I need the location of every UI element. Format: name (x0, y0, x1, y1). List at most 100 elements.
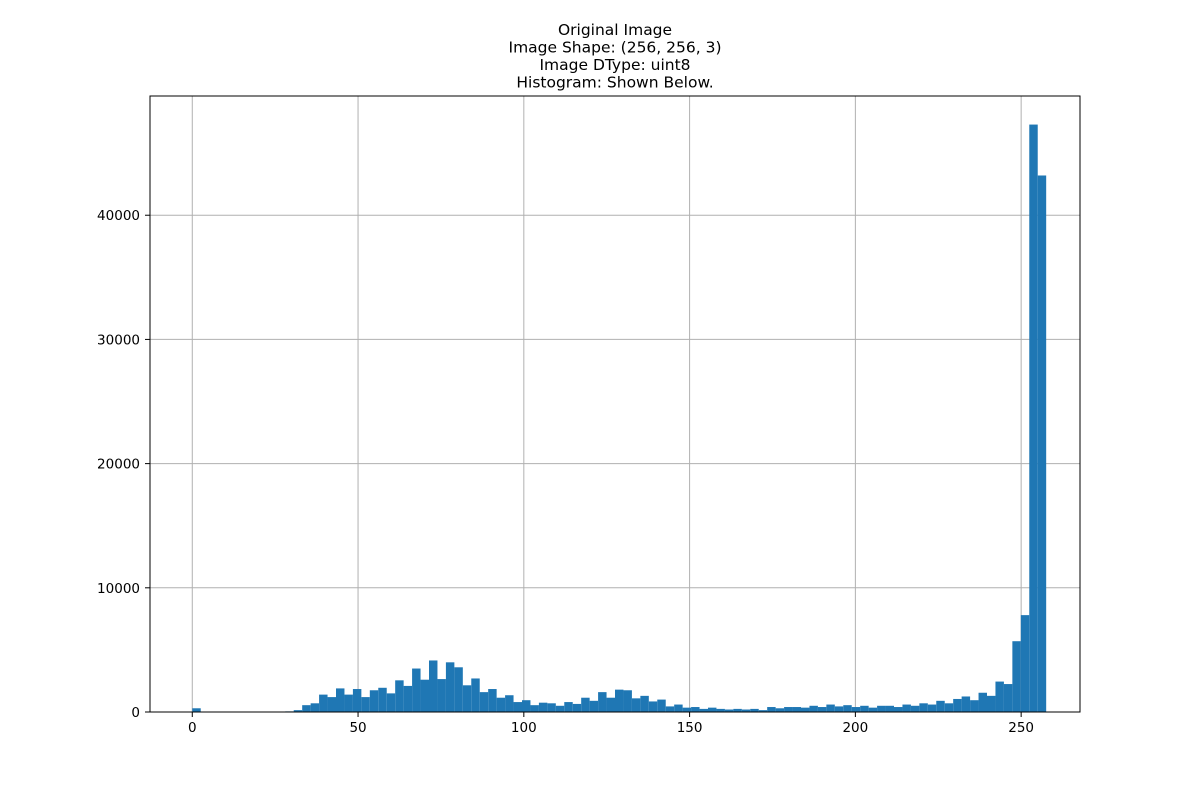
histogram-bar-68 (767, 707, 776, 712)
histogram-bar-96 (1003, 684, 1013, 712)
histogram-bar-98 (1020, 615, 1030, 712)
title-line-3: Image DType: uint8 (539, 56, 690, 74)
histogram-bar-24 (395, 680, 404, 712)
histogram-bar-42 (547, 703, 556, 712)
histogram-bar-95 (995, 681, 1004, 712)
histogram-bar-93 (978, 692, 987, 712)
histogram-bar-83 (894, 707, 903, 712)
histogram-bar-14 (310, 703, 320, 712)
histogram-bar-99 (1029, 124, 1038, 712)
histogram-bar-60 (699, 708, 708, 712)
histogram-bar-23 (386, 693, 396, 712)
y-tick-label-0: 0 (131, 705, 140, 721)
histogram-bar-48 (598, 692, 607, 712)
histogram-bar-39 (522, 700, 531, 712)
histogram-bar-47 (589, 700, 599, 712)
histogram-bar-40 (530, 705, 539, 712)
histogram-bar-0 (192, 708, 201, 712)
histogram-bar-73 (809, 705, 818, 712)
histogram-bar-82 (885, 705, 894, 712)
histogram-bar-97 (1012, 641, 1021, 712)
histogram-bar-18 (344, 694, 353, 712)
histogram-bar-100 (1037, 175, 1047, 712)
histogram-bar-57 (674, 704, 683, 712)
histogram-bar-29 (437, 679, 446, 712)
histogram-bar-63 (724, 709, 734, 712)
y-tick-label-2: 20000 (97, 457, 140, 473)
title-line-2: Image Shape: (256, 256, 3) (509, 39, 722, 57)
histogram-bar-16 (327, 697, 336, 712)
histogram-bar-91 (961, 696, 971, 712)
histogram-bar-21 (369, 690, 379, 712)
histogram-bar-35 (488, 689, 497, 712)
histogram-bar-13 (302, 705, 311, 712)
histogram-bar-30 (445, 662, 455, 712)
histogram-bar-53 (640, 695, 649, 712)
histogram-bar-87 (927, 704, 937, 712)
histogram-bar-58 (682, 707, 692, 712)
histogram-bar-79 (860, 705, 869, 712)
x-tick-label-1: 50 (349, 720, 366, 736)
histogram-bar-25 (403, 685, 413, 712)
histogram-bar-28 (429, 660, 438, 712)
histogram-bar-74 (817, 707, 827, 712)
histogram-bar-22 (378, 687, 387, 712)
histogram-bar-92 (970, 700, 979, 712)
histogram-bar-89 (944, 703, 954, 712)
x-tick-label-2: 100 (511, 720, 537, 736)
title-line-4: Histogram: Shown Below. (516, 74, 713, 92)
histogram-bar-41 (538, 702, 548, 712)
histogram-bar-85 (910, 705, 920, 712)
histogram-bar-86 (919, 703, 928, 712)
x-tick-label-3: 150 (677, 720, 703, 736)
histogram-bar-12 (293, 710, 303, 712)
histogram-bar-66 (750, 708, 759, 712)
histogram-bar-34 (479, 692, 489, 712)
histogram-bar-55 (657, 699, 666, 712)
histogram-bar-49 (606, 697, 615, 712)
histogram-bar-26 (412, 668, 421, 712)
y-tick-label-4: 40000 (97, 208, 140, 224)
y-tick-label-3: 30000 (97, 332, 140, 348)
x-tick-label-5: 250 (1008, 720, 1034, 736)
histogram-bar-56 (665, 706, 675, 712)
histogram-bar-67 (758, 710, 768, 712)
histogram-bar-54 (648, 701, 658, 712)
histogram-bar-38 (513, 702, 522, 712)
histogram-bar-51 (623, 690, 632, 712)
histogram-bar-27 (420, 679, 429, 712)
title-line-1: Original Image (558, 21, 672, 39)
histogram-bar-81 (877, 705, 886, 712)
histogram-bar-61 (708, 707, 717, 712)
x-tick-label-0: 0 (188, 720, 197, 736)
histogram-bar-62 (716, 708, 725, 712)
histogram-bar-90 (953, 698, 962, 712)
histogram-bar-37 (505, 695, 514, 712)
x-tick-label-4: 200 (842, 720, 868, 736)
histogram-bar-76 (834, 706, 844, 712)
histogram-bar-33 (471, 678, 480, 712)
histogram-bar-15 (319, 694, 328, 712)
histogram-bar-31 (454, 667, 463, 712)
histogram-bar-84 (902, 704, 911, 712)
histogram-bar-32 (462, 685, 472, 712)
histogram-bar-20 (361, 697, 370, 712)
histogram-bar-72 (801, 707, 810, 712)
histogram-bar-75 (826, 704, 835, 712)
histogram-bar-77 (843, 705, 852, 712)
histogram-bar-43 (555, 705, 565, 712)
histogram-bar-88 (936, 700, 945, 712)
histogram-bar-94 (987, 695, 996, 712)
histogram-bar-50 (615, 689, 624, 712)
histogram-bar-71 (792, 707, 801, 712)
histogram-bar-19 (352, 689, 362, 712)
histogram-bar-64 (733, 708, 742, 712)
histogram-bar-46 (581, 697, 590, 712)
histogram-bar-17 (336, 688, 345, 712)
histogram-bar-52 (631, 698, 641, 712)
histogram-bars (192, 124, 1047, 712)
